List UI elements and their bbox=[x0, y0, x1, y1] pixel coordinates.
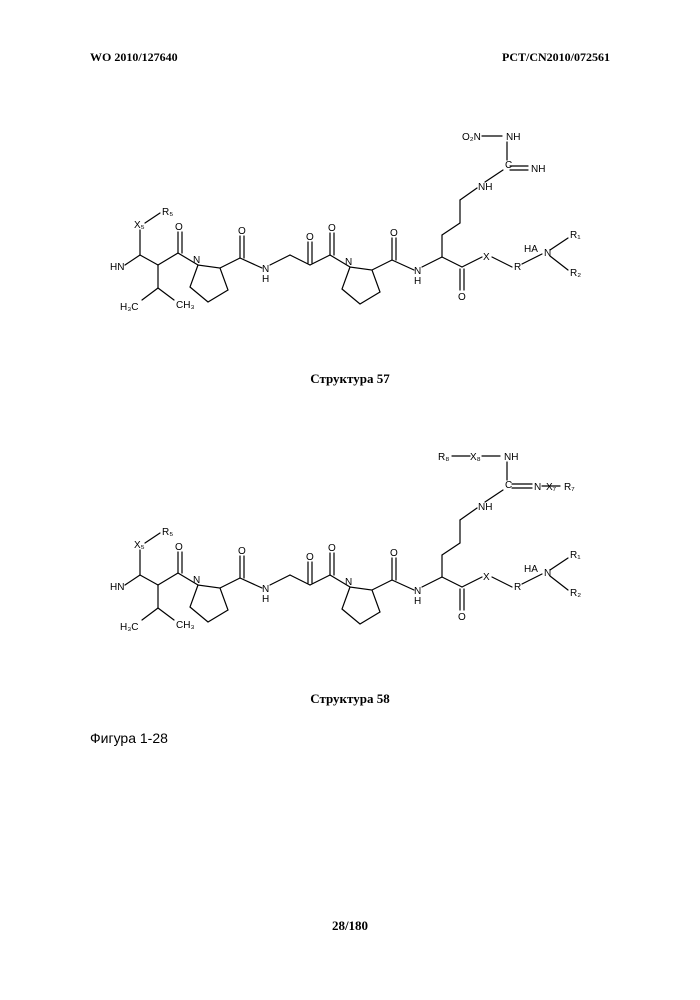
svg-text:H: H bbox=[414, 276, 421, 287]
svg-text:C: C bbox=[505, 480, 512, 491]
figure-label: Фигура 1-28 bbox=[90, 730, 168, 746]
svg-text:O: O bbox=[306, 552, 314, 563]
svg-text:H₃C: H₃C bbox=[120, 302, 139, 313]
svg-text:R: R bbox=[514, 582, 521, 593]
svg-text:O₂N: O₂N bbox=[462, 132, 481, 143]
svg-text:O: O bbox=[328, 543, 336, 554]
svg-text:R₂: R₂ bbox=[570, 588, 581, 599]
svg-text:NH: NH bbox=[506, 132, 520, 143]
header-left: WO 2010/127640 bbox=[90, 50, 178, 65]
svg-text:O: O bbox=[328, 223, 336, 234]
svg-text:H₃C: H₃C bbox=[120, 622, 139, 633]
svg-text:X₅: X₅ bbox=[134, 220, 145, 231]
page-number: 28/180 bbox=[0, 918, 700, 934]
svg-text:O: O bbox=[238, 546, 246, 557]
svg-text:HN: HN bbox=[110, 262, 124, 273]
svg-text:R₈: R₈ bbox=[438, 452, 449, 463]
svg-text:C: C bbox=[505, 160, 512, 171]
svg-text:CH₃: CH₃ bbox=[176, 300, 195, 311]
svg-text:NH: NH bbox=[478, 502, 492, 513]
svg-text:N: N bbox=[193, 575, 200, 586]
svg-text:NH: NH bbox=[531, 164, 545, 175]
svg-text:X: X bbox=[483, 572, 490, 583]
svg-text:O: O bbox=[390, 228, 398, 239]
structure-58-svg: R₈ X₈ NH C N X₇ R₇ NH R₅ X₅ HN O N O N H… bbox=[90, 430, 610, 680]
svg-text:R: R bbox=[514, 262, 521, 273]
structure-57-caption: Структура 57 bbox=[90, 371, 610, 387]
svg-text:O: O bbox=[458, 292, 466, 303]
svg-text:X₅: X₅ bbox=[134, 540, 145, 551]
svg-text:O: O bbox=[458, 612, 466, 623]
svg-text:N: N bbox=[345, 577, 352, 588]
svg-text:R₅: R₅ bbox=[162, 207, 173, 218]
svg-text:H: H bbox=[414, 596, 421, 607]
structure-58-block: R₈ X₈ NH C N X₇ R₇ NH R₅ X₅ HN O N O N H… bbox=[90, 430, 610, 707]
svg-text:H: H bbox=[262, 594, 269, 605]
svg-text:N: N bbox=[193, 255, 200, 266]
structure-57-block: O₂N NH C NH NH R₅ X₅ HN O N O N H O O N … bbox=[90, 110, 610, 387]
svg-text:O: O bbox=[175, 222, 183, 233]
structure-57-svg: O₂N NH C NH NH R₅ X₅ HN O N O N H O O N … bbox=[90, 110, 610, 360]
svg-text:N: N bbox=[534, 482, 541, 493]
svg-text:X: X bbox=[483, 252, 490, 263]
svg-text:HN: HN bbox=[110, 582, 124, 593]
svg-text:R₇: R₇ bbox=[564, 482, 575, 493]
svg-text:NH: NH bbox=[478, 182, 492, 193]
svg-text:N: N bbox=[544, 248, 551, 259]
svg-text:O: O bbox=[390, 548, 398, 559]
svg-text:HA: HA bbox=[524, 564, 538, 575]
header-right: PCT/CN2010/072561 bbox=[502, 50, 610, 65]
svg-text:N: N bbox=[345, 257, 352, 268]
svg-text:HA: HA bbox=[524, 244, 538, 255]
svg-text:R₅: R₅ bbox=[162, 527, 173, 538]
structure-58-caption: Структура 58 bbox=[90, 691, 610, 707]
svg-text:H: H bbox=[262, 274, 269, 285]
svg-text:NH: NH bbox=[504, 452, 518, 463]
svg-text:R₁: R₁ bbox=[570, 230, 581, 241]
svg-text:CH₃: CH₃ bbox=[176, 620, 195, 631]
svg-text:X₈: X₈ bbox=[470, 452, 481, 463]
svg-text:O: O bbox=[306, 232, 314, 243]
svg-text:O: O bbox=[238, 226, 246, 237]
svg-text:N: N bbox=[544, 568, 551, 579]
svg-text:O: O bbox=[175, 542, 183, 553]
svg-text:R₂: R₂ bbox=[570, 268, 581, 279]
svg-text:X₇: X₇ bbox=[546, 482, 557, 493]
svg-text:R₁: R₁ bbox=[570, 550, 581, 561]
